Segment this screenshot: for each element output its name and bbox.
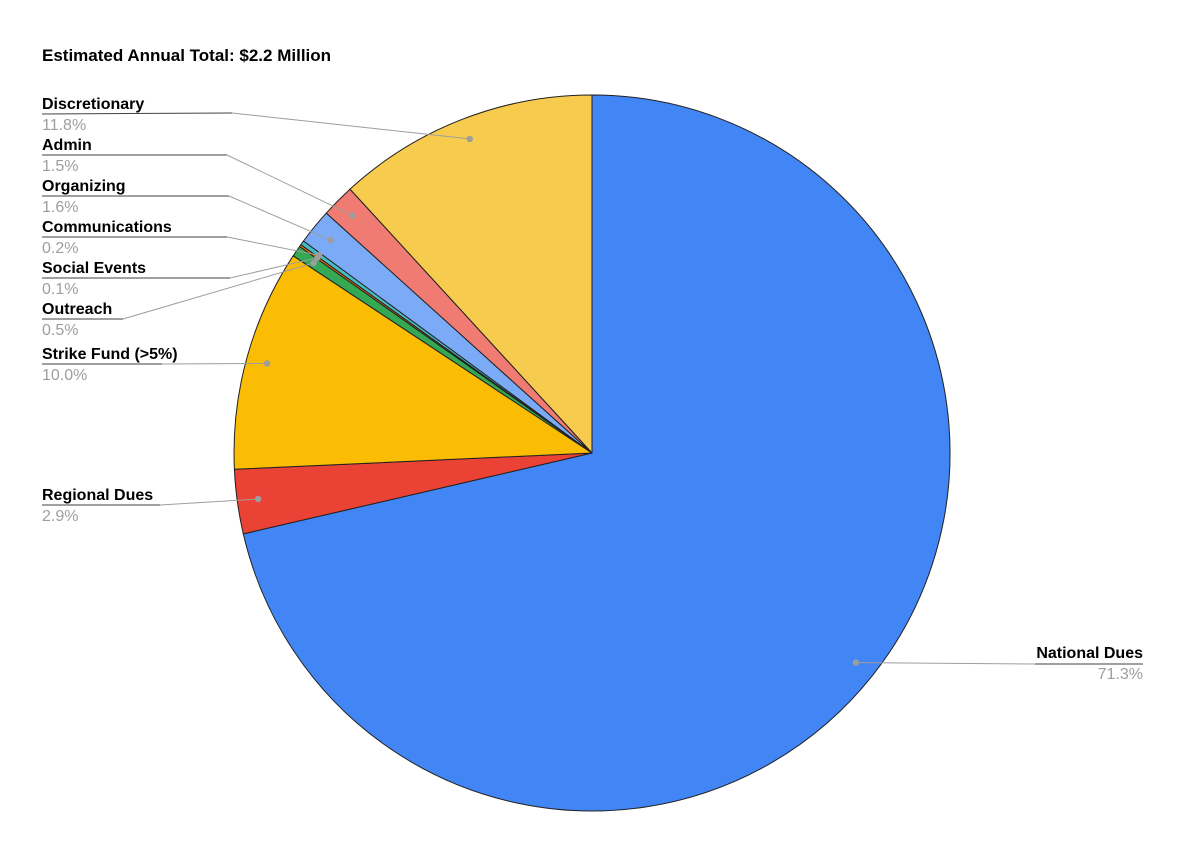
slice-label-pct: 0.1% [42,281,79,298]
slice-label-pct: 0.5% [42,322,79,339]
pie-slice-strike-fund-5[interactable] [233,255,593,470]
leader-dot [263,360,271,367]
slice-label-outreach: Outreach 0.5% [42,301,112,339]
slice-label-national-dues: National Dues 71.3% [1036,645,1143,683]
leader-dot [327,236,334,244]
slice-label-name: Outreach [42,301,113,318]
slice-label-pct: 71.3% [1097,666,1143,683]
slice-label-communications: Communications 0.2% [42,219,172,257]
leader-dot [466,135,473,143]
slice-label-name: Communications [42,219,172,236]
leader-line [226,154,354,217]
slice-label-name: Organizing [42,178,126,195]
slice-label-regional-dues: Regional Dues 2.9% [42,487,153,525]
leader-dot [310,259,317,267]
slice-label-strike-fund: Strike Fund (>5%) 10.0% [42,346,178,384]
leader-line [159,498,259,506]
leader-line [161,363,268,365]
pie-slice-discretionary[interactable] [349,94,593,454]
leader-lines [41,112,1143,666]
leader-dot [349,212,356,219]
leader-line [228,195,331,241]
label-underline [41,112,233,115]
slice-label-pct: 10.0% [42,367,88,384]
leader-line [122,262,314,320]
slice-label-name: Admin [42,137,92,154]
leader-line [226,236,320,256]
slice-label-name: National Dues [1036,645,1143,662]
slice-label-pct: 2.9% [42,508,79,525]
slice-label-admin: Admin 1.5% [42,137,92,175]
pie-slices [233,94,951,812]
chart-title: Estimated Annual Total: $2.2 Million [42,46,332,65]
slice-label-pct: 1.5% [42,158,79,175]
slice-label-name: Strike Fund (>5%) [42,346,178,363]
slice-label-pct: 0.2% [42,240,79,257]
slice-label-organizing: Organizing 1.6% [42,178,126,216]
slice-label-discretionary: Discretionary 11.8% [42,96,144,134]
pie-slice-national-dues[interactable] [242,94,951,812]
slice-label-social-events: Social Events 0.1% [42,260,146,298]
slice-label-name: Discretionary [42,96,145,113]
slice-label-pct: 1.6% [42,199,79,216]
leader-line [229,257,318,279]
slice-label-name: Social Events [42,260,147,277]
slice-label-name: Regional Dues [42,487,154,504]
leader-dot [314,254,321,261]
slice-label-pct: 11.8% [42,117,87,134]
leader-line [855,662,1036,665]
leader-line [231,112,470,140]
leader-dot [852,659,860,666]
leader-dot [254,495,262,503]
